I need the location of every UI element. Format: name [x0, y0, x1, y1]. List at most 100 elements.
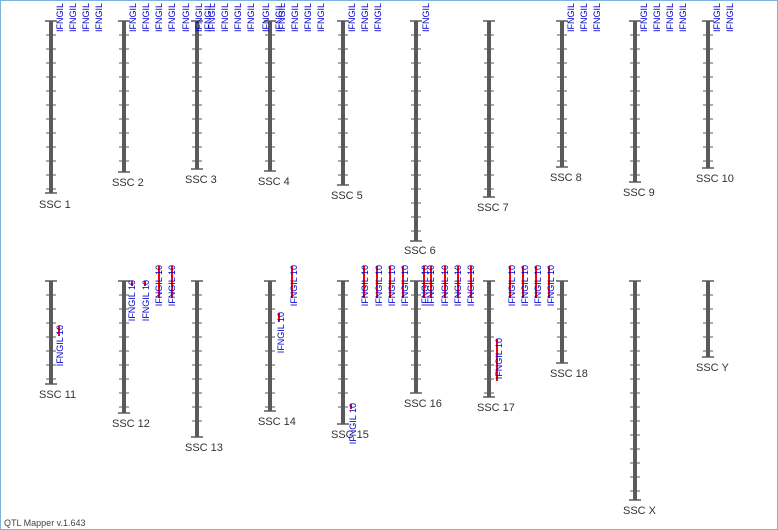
chromosome-ssc-x: SSC X [623, 280, 657, 517]
qtl-label: IFNGIL 10 [440, 265, 450, 306]
qtl-label: IFNGIL [303, 3, 313, 32]
chromosome-bar [560, 281, 564, 363]
qtl-label: IFNGIL [421, 3, 431, 32]
chromosome-bar [122, 21, 126, 172]
qtl-label: IFNGIL [203, 3, 213, 32]
qtl-label: IFNGIL [725, 3, 735, 32]
chromosome-bar [195, 21, 199, 169]
qtl-label: IFNGIL [566, 3, 576, 32]
qtl-label: IFNGIL [639, 3, 649, 32]
qtl-label: IFNGIL [154, 3, 164, 32]
chromosome-label: SSC 9 [623, 187, 655, 199]
chromosome-label: SSC 8 [550, 172, 582, 184]
chromosome-label: SSC 5 [331, 190, 363, 202]
chromosome-ssc-7: SSC 7 [477, 20, 509, 214]
chromosome-ssc-y: SSC Y [696, 280, 729, 374]
chromosome-label: SSC 3 [185, 174, 217, 186]
chromosome-ssc-11: SSC 11 IFNGIL 10 [39, 280, 76, 401]
chromosome-label: SSC 12 [112, 418, 150, 430]
qtl-label: IFNGIL [181, 3, 191, 32]
chromosome-label: SSC 7 [477, 202, 509, 214]
chromosome-bar [414, 21, 418, 241]
qtl-label: IFNGIL 10 [348, 403, 358, 444]
qtl-label: IFNGIL [128, 3, 138, 32]
chromosome-bar [268, 281, 272, 411]
qtl-label: IFNGIL 10 [466, 265, 476, 306]
chromosome-bar [49, 21, 53, 193]
chromosome-bar [195, 281, 199, 437]
chromosome-bar [341, 21, 345, 185]
qtl-label: IFNGIL 10 [55, 325, 65, 366]
qtl-label: IFNGIL [652, 3, 662, 32]
qtl-label: IFNGIL 10 [420, 265, 430, 306]
qtl-label: IFNGIL [55, 3, 65, 32]
chromosome-label: SSC 6 [404, 245, 436, 257]
qtl-label: IFNGIL [373, 3, 383, 32]
qtl-label: IFNGIL 10 [374, 265, 384, 306]
qtl-label: IFNGIL [207, 3, 217, 32]
qtl-label: IFNGIL [261, 3, 271, 32]
qtl-label: IFNGIL [360, 3, 370, 32]
qtl-label: IFNGIL 10 [507, 265, 517, 306]
chromosome-bar [706, 21, 710, 168]
qtl-label: IFNGIL [246, 3, 256, 32]
qtl-label: IFNGIL [347, 3, 357, 32]
version-label: QTL Mapper v.1.643 [4, 518, 86, 528]
qtl-label: IFNGIL [277, 3, 287, 32]
qtl-label: IFNGIL 10 [154, 265, 164, 306]
qtl-label: IFNGIL [68, 3, 78, 32]
chromosome-bar [49, 281, 53, 384]
qtl-label: IFNGIL 10 [546, 265, 556, 306]
chromosome-label: SSC 16 [404, 398, 442, 410]
chromosome-ssc-6: SSC 6 IFNGIL [404, 3, 436, 257]
chromosome-bar [268, 21, 272, 171]
qtl-label: IFNGIL [141, 3, 151, 32]
qtl-label: IFNGIL [678, 3, 688, 32]
chromosome-ssc-10: SSC 10 IFNGIL IFNGIL [696, 3, 735, 185]
qtl-label: IFNGIL 10 [167, 265, 177, 306]
chromosome-label: SSC 13 [185, 442, 223, 454]
chromosome-bar [560, 21, 564, 167]
qtl-label: IFNGIL 10 [387, 265, 397, 306]
chromosome-bar [122, 281, 126, 413]
chromosome-bar [487, 21, 491, 197]
qtl-label: IFNGIL 10 [360, 265, 370, 306]
qtl-label: IFNGIL [94, 3, 104, 32]
chromosome-label: SSC 18 [550, 368, 588, 380]
qtl-label: IFNGIL 10 [289, 265, 299, 306]
chromosome-label: SSC 2 [112, 177, 144, 189]
qtl-label: IFNGIL 10 [276, 312, 286, 353]
qtl-label: IFNGIL [167, 3, 177, 32]
chromosome-label: SSC X [623, 505, 657, 517]
chromosome-bar [341, 281, 345, 424]
chromosome-label: SSC 4 [258, 176, 290, 188]
qtl-label: IFNGIL [220, 3, 230, 32]
chromosome-ssc-13: SSC 13 [185, 280, 223, 454]
chromosome-label: SSC 14 [258, 416, 296, 428]
chromosome-bar [706, 281, 710, 357]
chromosome-bar [487, 281, 491, 397]
chromosome-ssc-17: SSC 17 IFNGIL 10 [477, 280, 515, 414]
chromosome-label: SSC 17 [477, 402, 515, 414]
qtl-label: IFNGIL [81, 3, 91, 32]
chromosome-label: SSC Y [696, 362, 729, 374]
qtl-label: IFNGIL [579, 3, 589, 32]
qtl-label: IFNGIL 10 [533, 265, 543, 306]
qtl-label: IFNGIL [316, 3, 326, 32]
qtl-label: IFNGIL 10 [127, 280, 137, 321]
qtl-label: IFNGIL 10 [494, 338, 504, 379]
qtl-label: IFNGIL [274, 3, 284, 32]
